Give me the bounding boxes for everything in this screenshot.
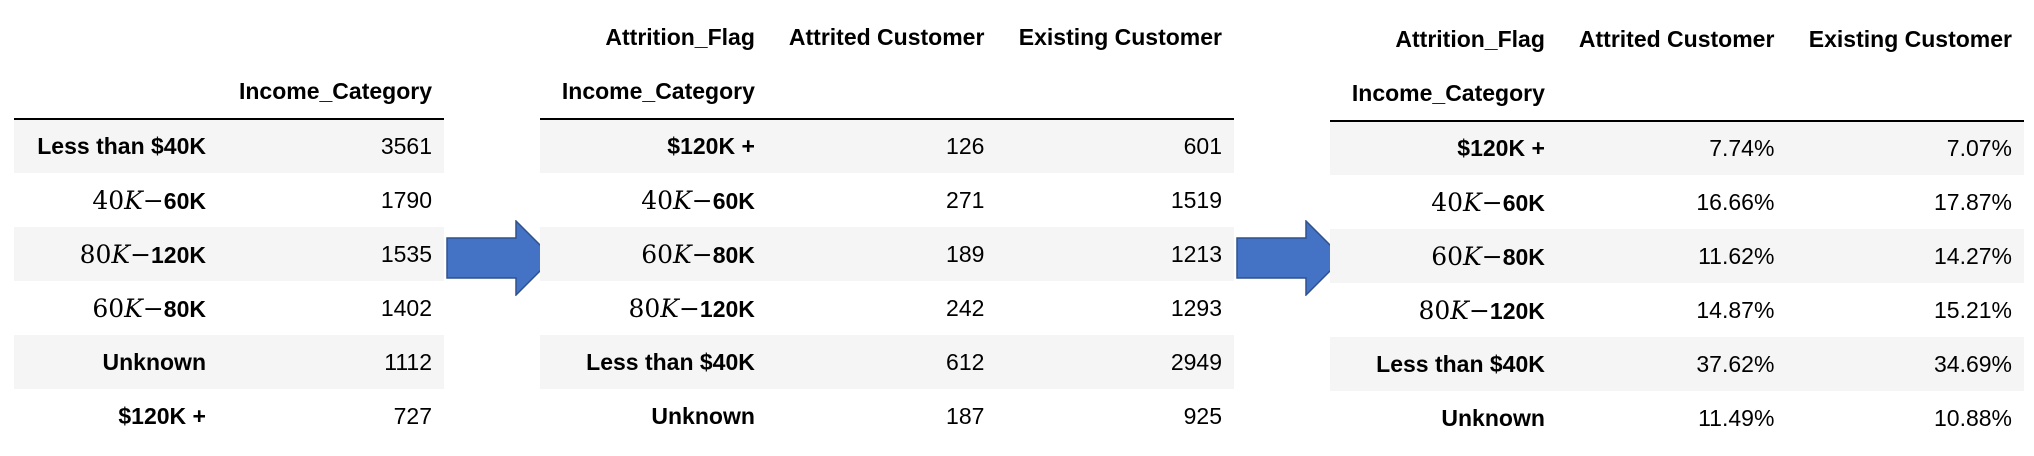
cell-value: 187	[946, 402, 985, 429]
column-header: Existing Customer	[1808, 25, 2012, 52]
row-label: Unknown	[651, 402, 755, 429]
index-name-header: Income_Category	[1330, 66, 1557, 122]
row-label: 60K−80K	[92, 293, 206, 323]
row-label: 80K−120K	[628, 293, 755, 323]
table-row: $120K + 126 601	[540, 119, 1234, 173]
table-header-row: Attrition_Flag Attrited Customer Existin…	[1330, 12, 2024, 66]
index-name-header: Income_Category	[540, 64, 767, 120]
cell-value: 612	[946, 348, 985, 375]
table-row: Unknown 1112	[14, 335, 444, 389]
cell-value: 126	[946, 133, 985, 159]
cell-value: 601	[1183, 133, 1222, 159]
column-header: Attrited Customer	[788, 23, 985, 50]
columns-name-header: Attrition_Flag	[1395, 25, 1545, 52]
cell-value: 2949	[1170, 348, 1222, 375]
table-row: $120K + 727	[14, 389, 444, 443]
cell-value: 7.74%	[1709, 135, 1775, 161]
table-row: 60K−80K 1402	[14, 281, 444, 335]
cell-value: 15.21%	[1933, 296, 2012, 323]
row-label: Less than $40K	[37, 133, 206, 159]
cell-value: 14.27%	[1933, 242, 2012, 269]
table-row: 80K−120K 1535	[14, 227, 444, 281]
cell-value: 11.49%	[1698, 404, 1775, 431]
cell-value: 727	[393, 402, 432, 429]
table-row: Less than $40K 3561	[14, 119, 444, 173]
cell-value: 17.87%	[1933, 188, 2012, 215]
cell-value: 10.88%	[1933, 404, 2012, 431]
table-header-row: Attrition_Flag Attrited Customer Existin…	[540, 10, 1234, 64]
table-row: Less than $40K 37.62% 34.69%	[1330, 337, 2024, 391]
cell-value: 1112	[384, 348, 432, 375]
cell-value: 1519	[1170, 186, 1222, 213]
income-attrition-count-table: Attrition_Flag Attrited Customer Existin…	[540, 10, 1234, 443]
table-row: 60K−80K 189 1213	[540, 227, 1234, 281]
right-arrow-icon	[446, 220, 554, 296]
columns-name-header: Attrition_Flag	[605, 23, 755, 50]
cell-value: 189	[946, 240, 985, 267]
right-arrow-icon	[1236, 220, 1344, 296]
row-label: 40K−60K	[92, 185, 206, 215]
cell-value: 14.87%	[1696, 296, 1775, 323]
row-label: $120K +	[667, 133, 755, 159]
empty-header	[1556, 66, 1787, 122]
table-row: 60K−80K 11.62% 14.27%	[1330, 229, 2024, 283]
cell-value: 11.62%	[1698, 242, 1775, 269]
empty-header	[996, 64, 1234, 120]
cell-value: 34.69%	[1933, 350, 2012, 377]
row-label: Less than $40K	[1376, 350, 1545, 377]
row-label: 60K−80K	[641, 239, 755, 269]
row-label: 80K−120K	[1418, 295, 1545, 325]
table-row: 80K−120K 242 1293	[540, 281, 1234, 335]
table-row: 40K−60K 1790	[14, 173, 444, 227]
cell-value: 3561	[380, 133, 432, 159]
index-name-header: Income_Category	[218, 64, 444, 120]
row-label: Unknown	[102, 348, 207, 375]
cell-value: 37.62%	[1696, 350, 1775, 377]
row-label: 80K−120K	[79, 239, 206, 269]
table-header-row: Income_Category	[14, 64, 444, 120]
table-row: Less than $40K 612 2949	[540, 335, 1234, 389]
cell-value: 16.66%	[1696, 188, 1775, 215]
column-header: Existing Customer	[1018, 23, 1222, 50]
cell-value: 1790	[380, 186, 432, 213]
table-row: 40K−60K 271 1519	[540, 173, 1234, 227]
row-label: 60K−80K	[1431, 241, 1545, 271]
empty-header	[766, 64, 997, 120]
table-row: Unknown 11.49% 10.88%	[1330, 391, 2024, 445]
table-row: 40K−60K 16.66% 17.87%	[1330, 175, 2024, 229]
cell-value: 1402	[380, 294, 432, 321]
row-label: Less than $40K	[586, 348, 755, 375]
index-header-row: Income_Category	[1330, 66, 2024, 122]
table-row: 80K−120K 14.87% 15.21%	[1330, 283, 2024, 337]
empty-header	[1786, 66, 2024, 122]
column-header: Attrited Customer	[1578, 25, 1775, 52]
row-label: $120K +	[118, 402, 206, 429]
index-header-row: Income_Category	[540, 64, 1234, 120]
cell-value: 1213	[1170, 240, 1222, 267]
row-label: Unknown	[1441, 404, 1545, 431]
cell-value: 1535	[380, 240, 432, 267]
table-row: Unknown 187 925	[540, 389, 1234, 443]
row-label: 40K−60K	[641, 185, 755, 215]
table-row: $120K + 7.74% 7.07%	[1330, 121, 2024, 175]
cell-value: 271	[946, 186, 985, 213]
row-label: $120K +	[1457, 135, 1545, 161]
index-corner	[14, 64, 218, 120]
cell-value: 1293	[1170, 294, 1222, 321]
cell-value: 242	[946, 294, 985, 321]
cell-value: 7.07%	[1946, 135, 2012, 161]
row-label: 40K−60K	[1431, 187, 1545, 217]
income-attrition-percent-table: Attrition_Flag Attrited Customer Existin…	[1330, 12, 2024, 445]
cell-value: 925	[1183, 402, 1222, 429]
income-count-table: Income_Category Less than $40K 3561 40K−6…	[14, 64, 444, 443]
